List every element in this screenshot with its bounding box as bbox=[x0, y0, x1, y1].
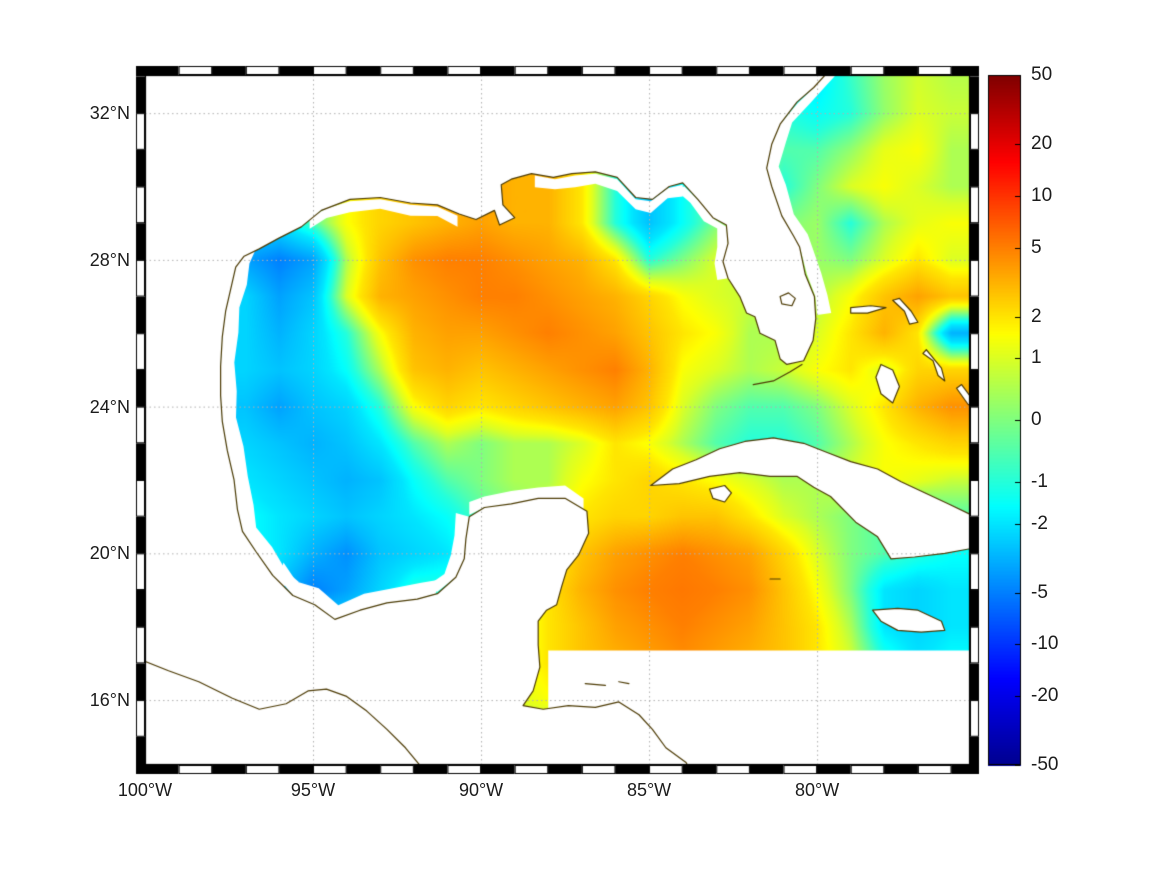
colorbar-tick-label: 1 bbox=[1031, 346, 1042, 368]
y-tick-label: 24°N bbox=[89, 396, 130, 417]
y-tick-label: 28°N bbox=[89, 249, 130, 270]
colorbar-tick-label: 2 bbox=[1031, 305, 1042, 327]
colorbar-tick-label: -20 bbox=[1031, 685, 1059, 706]
colorbar-tick-label: -10 bbox=[1031, 633, 1059, 655]
colorbar-tick-label: 50 bbox=[1031, 64, 1053, 85]
colorbar-tick-label: -50 bbox=[1031, 754, 1059, 775]
x-tick-label: 85°W bbox=[626, 780, 672, 800]
colorbar-tick-label: 0 bbox=[1031, 409, 1042, 430]
y-tick-label: 32°N bbox=[89, 103, 130, 124]
colorbar-tick-label: -5 bbox=[1031, 581, 1048, 603]
x-tick-label: 90°W bbox=[458, 780, 504, 800]
y-tick-label: 20°N bbox=[89, 543, 130, 564]
colorbar-tick-label: 10 bbox=[1031, 184, 1053, 206]
x-tick-label: 80°W bbox=[794, 780, 840, 800]
x-tick-label: 100°W bbox=[117, 780, 173, 800]
x-tick-label: 95°W bbox=[290, 780, 336, 800]
colorbar-tick-label: -1 bbox=[1031, 471, 1048, 493]
colorbar-tick-label: -2 bbox=[1031, 512, 1048, 534]
y-tick-label: 16°N bbox=[89, 690, 130, 711]
colorbar-tick-label: 20 bbox=[1031, 133, 1053, 154]
colorbar-tick-label: 5 bbox=[1031, 236, 1042, 258]
